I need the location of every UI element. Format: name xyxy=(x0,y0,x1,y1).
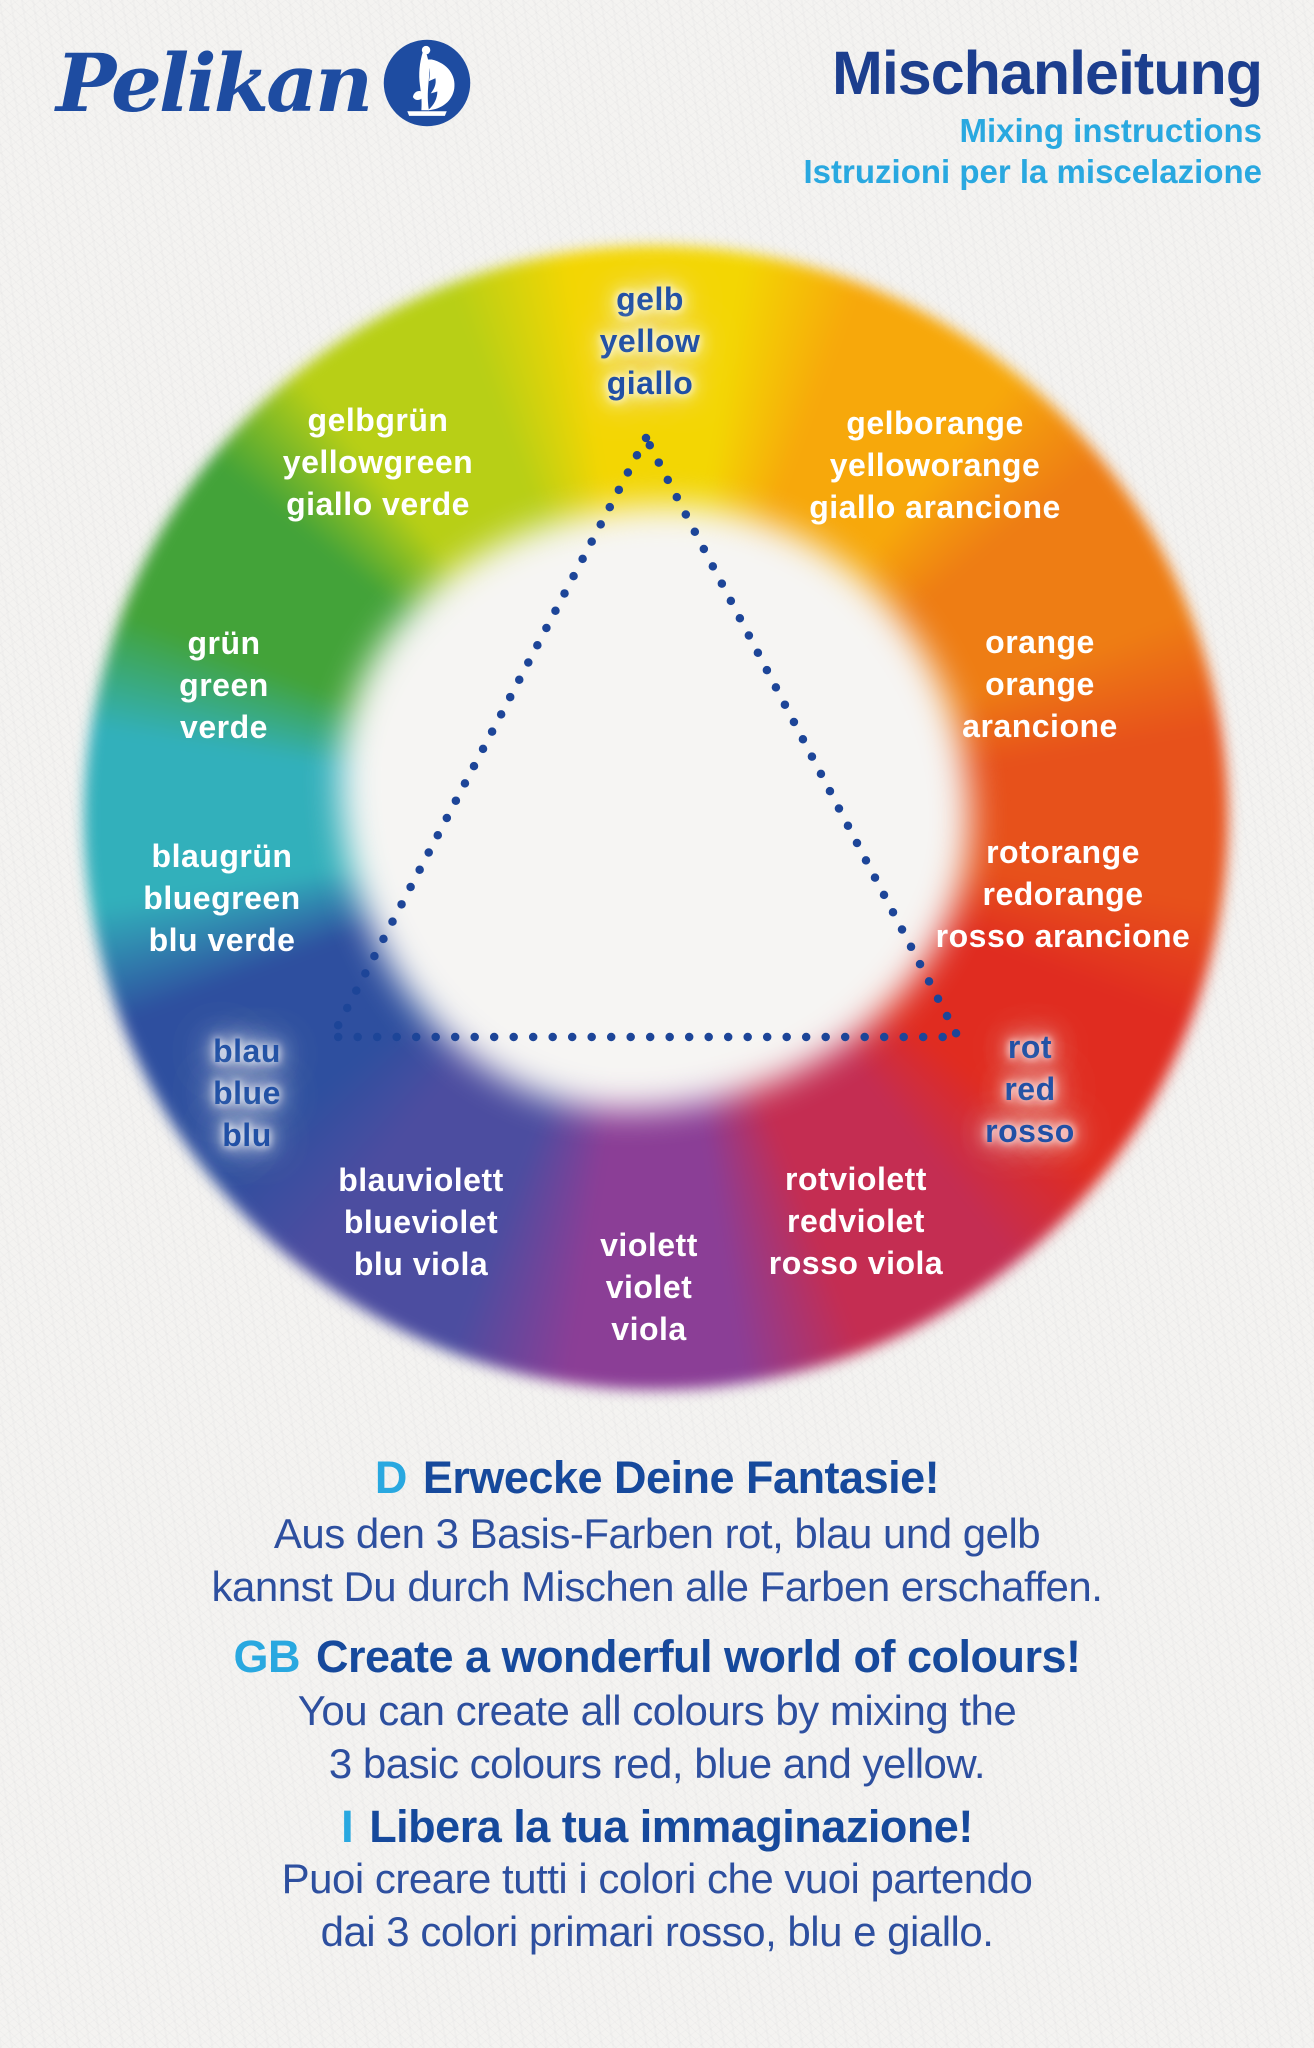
pelikan-emblem-icon xyxy=(383,39,471,127)
subtitle-italian: Istruzioni per la miscelazione xyxy=(803,153,1262,190)
wheel-label-redorange: rotorange redorange rosso arancione xyxy=(935,834,1191,954)
title-block: Mischanleitung Mixing instructions Istru… xyxy=(803,36,1263,192)
wheel-label-bluegreen: blaugrün bluegreen blu verde xyxy=(143,838,301,958)
wheel-label-yelloworange: gelborange yelloworange giallo arancione xyxy=(809,405,1061,525)
lang-prefix-i: I xyxy=(341,1801,354,1852)
wheel-label-blue: blau blue blu xyxy=(213,1033,281,1153)
body-italian-line2: dai 3 colori primari rosso, blu e giallo… xyxy=(320,1908,994,1955)
body-english-line2: 3 basic colours red, blue and yellow. xyxy=(328,1740,986,1787)
heading-italian-text: Libera la tua immaginazione! xyxy=(369,1801,973,1852)
wheel-label-yellow: gelb yellow giallo xyxy=(599,281,701,401)
wheel-label-green: grün green verde xyxy=(179,625,269,745)
pelikan-wordmark: Pelikan xyxy=(56,36,373,130)
heading-german-text: Erwecke Deine Fantasie! xyxy=(422,1452,940,1503)
body-german-line1: Aus den 3 Basis-Farben rot, blau und gel… xyxy=(273,1510,1041,1557)
heading-italian: I Libera la tua immaginazione! xyxy=(0,1801,1314,1853)
body-italian-line1: Puoi creare tutti i colori che vuoi part… xyxy=(281,1855,1033,1902)
body-english-line1: You can create all colours by mixing the xyxy=(297,1687,1017,1734)
wheel-label-orange: orange orange arancione xyxy=(962,624,1118,744)
color-wheel: gelb yellow giallo gelborange yelloworan… xyxy=(84,246,1228,1390)
wheel-label-blueviolet: blauviolett blueviolet blu viola xyxy=(338,1162,504,1282)
heading-german: D Erwecke Deine Fantasie! xyxy=(0,1452,1314,1504)
lang-prefix-d: D xyxy=(374,1452,408,1503)
body-german-line2: kannst Du durch Mischen alle Farben ersc… xyxy=(211,1563,1103,1610)
wheel-label-red: rot red rosso xyxy=(985,1029,1075,1149)
heading-english-text: Create a wonderful world of colours! xyxy=(315,1631,1081,1682)
lang-prefix-gb: GB xyxy=(233,1631,300,1682)
subtitle-english: Mixing instructions xyxy=(959,112,1262,149)
wheel-label-yellowgreen: gelbgrün yellowgreen giallo verde xyxy=(282,402,474,522)
heading-english: GB Create a wonderful world of colours! xyxy=(0,1631,1314,1683)
wheel-label-redviolet: rotviolett redviolet rosso viola xyxy=(768,1161,944,1281)
page-title: Mischanleitung xyxy=(832,39,1263,107)
wheel-label-violet: violett violet viola xyxy=(600,1227,698,1347)
pelikan-logo: Pelikan xyxy=(56,28,474,138)
